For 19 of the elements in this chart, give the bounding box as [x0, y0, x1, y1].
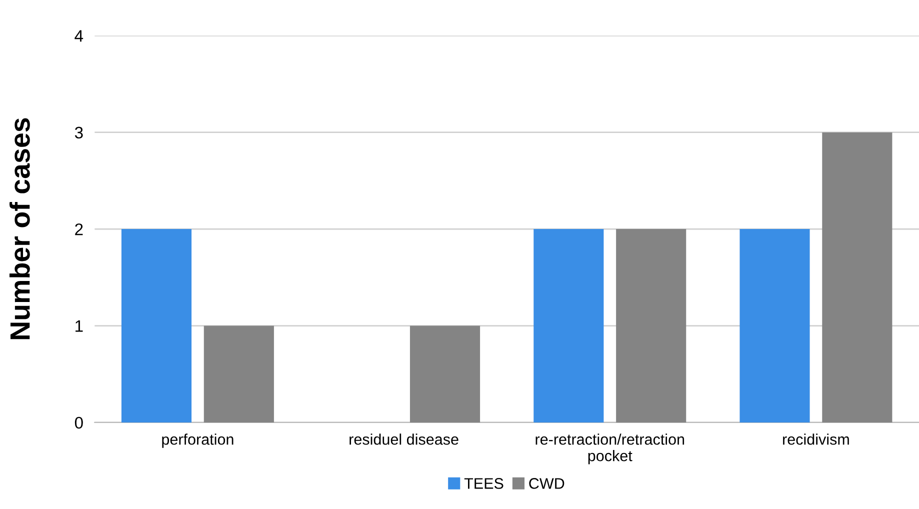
- bar: [121, 229, 192, 422]
- bar: [534, 229, 604, 422]
- bar: [410, 326, 480, 422]
- bar: [822, 132, 892, 422]
- y-tick-label: 3: [74, 126, 83, 139]
- bar: [616, 229, 686, 422]
- x-tick-label: recidivism: [783, 434, 849, 445]
- bar: [740, 229, 810, 422]
- x-tick-label: perforation: [162, 434, 234, 448]
- legend-label: CWD: [529, 478, 564, 489]
- x-tick-label: re-retraction/retraction pocket: [536, 434, 684, 464]
- y-axis-title: Number of cases: [9, 118, 30, 340]
- y-tick-label: 0: [74, 416, 83, 429]
- bar: [204, 326, 274, 422]
- y-tick-label: 2: [75, 223, 83, 236]
- y-tick-label: 4: [74, 30, 84, 42]
- x-tick-label: residuel disease: [350, 434, 458, 445]
- legend-label: TEES: [464, 478, 504, 489]
- y-tick-label: 1: [76, 320, 83, 332]
